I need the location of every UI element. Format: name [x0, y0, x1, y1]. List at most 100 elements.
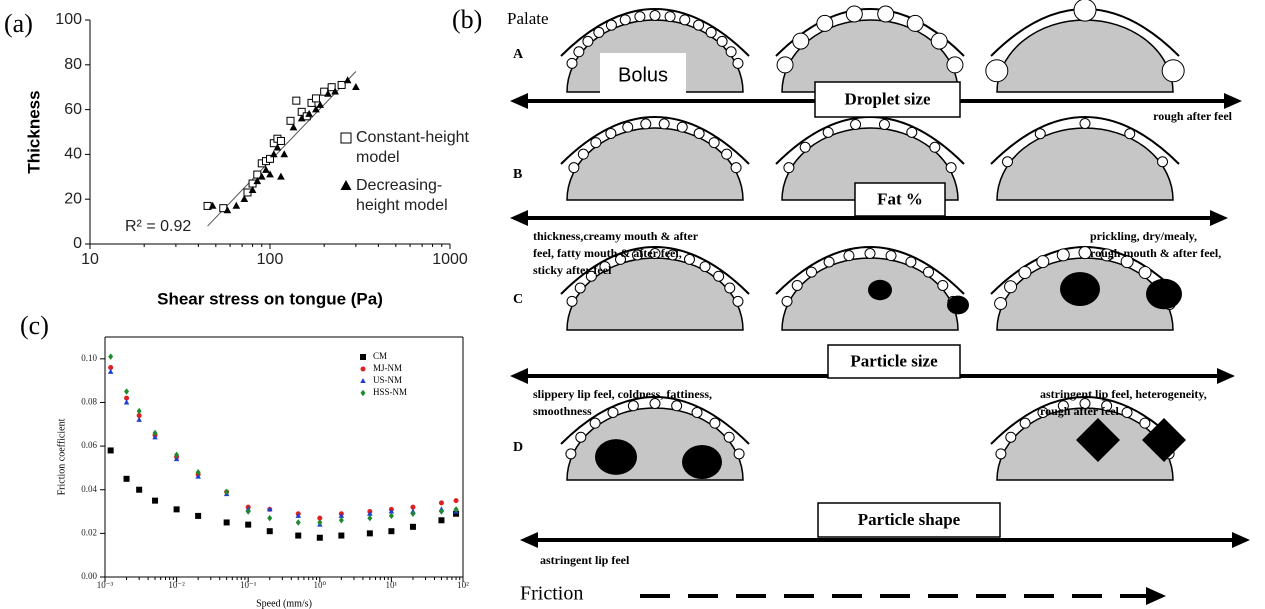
marker	[338, 517, 344, 524]
marker	[317, 515, 323, 521]
marker	[208, 201, 217, 209]
angular-particle	[1076, 418, 1120, 462]
droplet	[589, 417, 601, 429]
row-letter: B	[513, 167, 522, 182]
droplet	[1073, 0, 1097, 22]
droplet	[906, 14, 924, 32]
marker	[267, 514, 273, 522]
droplet	[693, 19, 705, 31]
y-tick-label: 0.08	[81, 397, 97, 407]
marker	[174, 451, 180, 459]
marker	[367, 510, 373, 516]
effect-text: thickness,creamy mouth & after	[533, 229, 699, 243]
box-label: Particle shape	[858, 510, 961, 529]
effect-text: feel, fatty mouth & after feel,	[533, 246, 682, 260]
marker	[292, 96, 301, 105]
droplet	[582, 35, 594, 47]
droplet	[573, 46, 585, 58]
row-letter: A	[513, 47, 524, 62]
droplet	[816, 14, 834, 32]
droplet	[1161, 59, 1185, 83]
x-tick-label: 10⁰	[313, 580, 326, 590]
marker	[338, 512, 345, 518]
y-tick-label: 60	[64, 101, 82, 118]
marker	[152, 497, 159, 504]
palate-label: Palate	[507, 9, 549, 28]
droplet	[575, 431, 587, 443]
x-axis-label: Shear stress on tongue (Pa)	[157, 289, 383, 308]
marker	[295, 532, 302, 539]
droplet	[574, 282, 586, 294]
droplet	[607, 406, 619, 418]
marker	[307, 98, 316, 107]
droplet	[627, 400, 639, 412]
droplet	[585, 270, 597, 282]
droplet	[885, 250, 897, 262]
droplet	[683, 253, 695, 265]
marker	[136, 486, 143, 493]
droplet	[1120, 255, 1134, 269]
droplet	[905, 256, 917, 268]
droplet	[724, 282, 736, 294]
marker	[388, 512, 394, 520]
label-box	[817, 502, 1001, 538]
droplet	[783, 162, 795, 174]
droplet	[1100, 248, 1114, 262]
droplet	[985, 59, 1009, 83]
marker	[267, 506, 273, 512]
palate-arc	[560, 116, 750, 165]
marker	[223, 206, 232, 214]
droplet	[649, 248, 661, 259]
label-box	[814, 81, 961, 118]
droplet	[593, 26, 605, 38]
effect-text: rough after feel	[1153, 109, 1233, 123]
palate-arc	[560, 8, 750, 57]
marker	[195, 473, 201, 479]
legend-label: MJ-NM	[373, 363, 402, 373]
palate-arc	[990, 396, 1180, 445]
marker	[340, 180, 352, 190]
droplet	[1078, 246, 1092, 260]
palate-arc	[775, 246, 965, 295]
droplet	[634, 11, 646, 23]
droplet	[1005, 431, 1017, 443]
y-tick-label: 0.04	[81, 484, 97, 494]
droplet	[937, 279, 949, 291]
droplet	[1004, 280, 1018, 294]
marker	[248, 186, 257, 194]
droplet	[906, 126, 918, 138]
droplet	[649, 398, 661, 409]
marker	[108, 353, 114, 360]
marker	[280, 150, 289, 158]
marker	[124, 388, 130, 395]
marker	[297, 114, 306, 122]
marker	[438, 508, 444, 515]
marker	[366, 530, 373, 537]
droplet	[568, 162, 580, 174]
marker	[453, 506, 459, 513]
x-tick-label: 10¹	[386, 580, 398, 590]
legend-label: CM	[373, 351, 387, 361]
droplet	[1037, 406, 1049, 418]
marker	[107, 447, 114, 454]
droplet	[1056, 248, 1070, 262]
y-tick-label: 0.10	[81, 353, 97, 363]
droplet	[1121, 406, 1133, 418]
box-label: Particle size	[850, 351, 938, 370]
droplet	[930, 32, 948, 50]
marker	[240, 195, 249, 202]
droplet	[721, 148, 733, 160]
droplet	[1124, 128, 1136, 140]
marker	[311, 94, 320, 103]
y-axis-label: Friction coefficient	[56, 418, 67, 495]
droplet	[708, 137, 720, 149]
droplet	[725, 46, 737, 58]
droplet	[679, 14, 691, 26]
marker	[360, 378, 366, 383]
arrow-head	[1224, 93, 1242, 109]
box-label: Fat %	[877, 189, 923, 208]
droplet	[845, 5, 863, 23]
droplet	[671, 400, 683, 412]
marker	[331, 87, 339, 95]
droplet	[1079, 398, 1091, 409]
